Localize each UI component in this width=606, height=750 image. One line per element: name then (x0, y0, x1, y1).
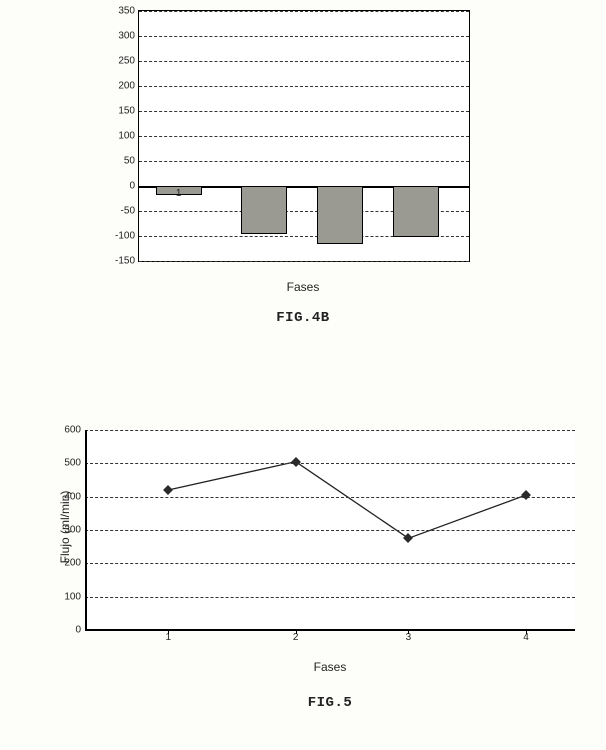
ytick-label: 300 (64, 525, 85, 536)
gridline (85, 430, 575, 431)
fig-4b-xlabel: Fases (138, 280, 468, 294)
fig-5-caption: FIG.5 (85, 695, 575, 711)
ytick-label: 0 (129, 181, 139, 192)
ytick-label: 100 (64, 591, 85, 602)
bar (241, 186, 287, 234)
ytick-label: 200 (118, 81, 139, 92)
ytick-label: -100 (115, 231, 139, 242)
ytick-label: 150 (118, 106, 139, 117)
ytick-label: 200 (64, 558, 85, 569)
ytick-label: 0 (75, 625, 85, 636)
ytick-label: 250 (118, 56, 139, 67)
gridline (139, 86, 469, 87)
gridline (139, 11, 469, 12)
gridline (85, 597, 575, 598)
fig-5-xlabel: Fases (85, 660, 575, 674)
ytick-label: 50 (124, 156, 139, 167)
ytick-label: 350 (118, 6, 139, 17)
fig-5-plot-area: 01002003004005006001234 (85, 430, 575, 630)
fig-4b-plot-area: -150-100-500501001502002503003501 (138, 10, 470, 262)
gridline (139, 111, 469, 112)
ytick-label: 500 (64, 458, 85, 469)
gridline (139, 36, 469, 37)
gridline (139, 61, 469, 62)
ytick-label: 400 (64, 491, 85, 502)
gridline (85, 497, 575, 498)
gridline (139, 261, 469, 262)
gridline (139, 136, 469, 137)
ytick-label: -50 (121, 206, 139, 217)
x-axis-line (85, 629, 575, 631)
bar (393, 186, 439, 237)
ytick-label: 100 (118, 131, 139, 142)
gridline (85, 463, 575, 464)
bar (317, 186, 363, 244)
xtick-mark (408, 629, 409, 634)
bar-x-label: 1 (176, 188, 182, 199)
xtick-mark (526, 629, 527, 634)
xtick-mark (168, 629, 169, 634)
gridline (139, 161, 469, 162)
ytick-label: -150 (115, 256, 139, 267)
xtick-mark (296, 629, 297, 634)
gridline (85, 530, 575, 531)
fig-4b-caption: FIG.4B (138, 310, 468, 326)
series-line (168, 462, 526, 539)
y-axis-line (85, 430, 87, 630)
ytick-label: 600 (64, 425, 85, 436)
ytick-label: 300 (118, 31, 139, 42)
gridline (85, 563, 575, 564)
